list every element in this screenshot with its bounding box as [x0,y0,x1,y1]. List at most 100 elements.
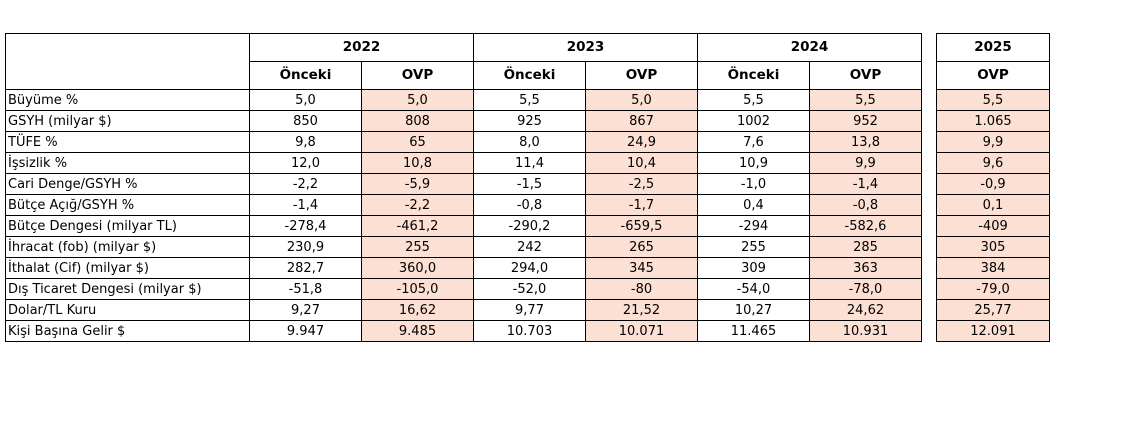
row-label: Dış Ticaret Dengesi (milyar $) [5,278,250,300]
onceki-value-cell: -290,2 [473,215,586,237]
table-row: 25,77 [936,299,1050,321]
row-label: İhracat (fob) (milyar $) [5,236,250,258]
onceki-value-cell: 242 [473,236,586,258]
ovp-value-cell-2025: 9,9 [936,131,1050,153]
table-row: 1.065 [936,110,1050,132]
onceki-value-cell: 11.465 [697,320,810,342]
onceki-value-cell: -54,0 [697,278,810,300]
row-label: Büyüme % [5,89,250,111]
onceki-value-cell: -294 [697,215,810,237]
ovp-value-cell: 9,9 [809,152,922,174]
onceki-value-cell: 10.703 [473,320,586,342]
ovp-value-cell: 16,62 [361,299,474,321]
ovp-value-cell: 10,4 [585,152,698,174]
onceki-value-cell: 309 [697,257,810,279]
sub-header-ovp: OVP [936,61,1050,90]
ovp-value-cell: 285 [809,236,922,258]
ovp-value-cell: 24,9 [585,131,698,153]
ovp-value-cell-2025: -79,0 [936,278,1050,300]
table-row: Kişi Başına Gelir $9.947 9.485 10.703 10.07… [5,320,922,342]
onceki-value-cell: 282,7 [249,257,362,279]
row-label: Dolar/TL Kuru [5,299,250,321]
ovp-value-cell: 5,5 [809,89,922,111]
row-label: Kişi Başına Gelir $ [5,320,250,342]
onceki-value-cell: 10,9 [697,152,810,174]
onceki-value-cell: 255 [697,236,810,258]
year-header-2023: 2023 [473,33,698,62]
ovp-value-cell: 255 [361,236,474,258]
table-row: Dış Ticaret Dengesi (milyar $) -51,8 -105,… [5,278,922,300]
onceki-value-cell: 850 [249,110,362,132]
ovp-value-cell: 5,0 [585,89,698,111]
table-row: İthalat (Cif) (milyar $) 282,7 360,0 294,0 3… [5,257,922,279]
onceki-value-cell: -52,0 [473,278,586,300]
onceki-value-cell: 1002 [697,110,810,132]
table-row: 384 [936,257,1050,279]
onceki-value-cell: -278,4 [249,215,362,237]
ovp-value-cell: 5,0 [361,89,474,111]
ovp-value-cell: -659,5 [585,215,698,237]
ovp-value-cell: 265 [585,236,698,258]
row-label: TÜFE % [5,131,250,153]
table-row: 9,9 [936,131,1050,153]
ovp-value-cell: -2,5 [585,173,698,195]
ovp-value-cell: 9.485 [361,320,474,342]
onceki-value-cell: -1,0 [697,173,810,195]
ovp-value-cell: 65 [361,131,474,153]
onceki-value-cell: 925 [473,110,586,132]
ovp-value-cell: 360,0 [361,257,474,279]
year-header-row: 2022 2023 2024 [5,33,922,90]
sub-header-onceki: Önceki [697,61,810,90]
corner-cell [5,33,250,90]
onceki-value-cell: 230,9 [249,236,362,258]
sub-header-onceki: Önceki [473,61,586,90]
onceki-value-cell: 5,5 [473,89,586,111]
year-header-2024: 2024 [697,33,922,62]
ovp-value-cell: 808 [361,110,474,132]
ovp-value-cell-2025: 0,1 [936,194,1050,216]
table-row: 9,6 [936,152,1050,174]
table-row: 5,5 [936,89,1050,111]
ovp-value-cell-2025: 305 [936,236,1050,258]
table-row: 12.091 [936,320,1050,342]
table-row: Bütçe Dengesi (milyar TL) -278,4 -461,2 -29… [5,215,922,237]
row-label: Bütçe Dengesi (milyar TL) [5,215,250,237]
ovp-value-cell: -461,2 [361,215,474,237]
ovp-value-cell-2025: -0,9 [936,173,1050,195]
table-row: İhracat (fob) (milyar $) 230,9 255 242 265 25… [5,236,922,258]
forecast-table: 2022 2023 2024 Önceki OVP Önceki OVP Önc… [5,33,922,342]
sub-header-onceki: Önceki [249,61,362,90]
onceki-value-cell: 7,6 [697,131,810,153]
ovp-value-cell: -1,4 [809,173,922,195]
onceki-value-cell: -51,8 [249,278,362,300]
row-label: İthalat (Cif) (milyar $) [5,257,250,279]
onceki-value-cell: 9,27 [249,299,362,321]
table-row: Bütçe Açığ/GSYH % -1,4 -2,2 -0,8 -1,7 0,4 -0,8 [5,194,922,216]
onceki-value-cell: 9,77 [473,299,586,321]
ovp-value-cell: 10,8 [361,152,474,174]
ovp-value-cell-2025: 9,6 [936,152,1050,174]
row-label: GSYH (milyar $) [5,110,250,132]
onceki-value-cell: -0,8 [473,194,586,216]
ovp-value-cell-2025: 384 [936,257,1050,279]
onceki-value-cell: 5,0 [249,89,362,111]
sub-header-ovp: OVP [585,61,698,90]
onceki-value-cell: 9,8 [249,131,362,153]
onceki-value-cell: -1,4 [249,194,362,216]
table-row: TÜFE % 9,8 65 8,0 24,9 7,6 13,8 [5,131,922,153]
table-row: 305 [936,236,1050,258]
table-row: Büyüme % 5,0 5,0 5,5 5,0 5,5 5,5 [5,89,922,111]
row-label: Cari Denge/GSYH % [5,173,250,195]
ovp-value-cell: 952 [809,110,922,132]
table-row: 0,1 [936,194,1050,216]
table-row: Dolar/TL Kuru 9,27 16,62 9,77 21,52 10,27 24,6… [5,299,922,321]
row-label: Bütçe Açığ/GSYH % [5,194,250,216]
ovp-value-cell-2025: -409 [936,215,1050,237]
ovp-value-cell: 363 [809,257,922,279]
table-row: İşsizlik % 12,0 10,8 11,4 10,4 10,9 9,9 [5,152,922,174]
onceki-value-cell: 0,4 [697,194,810,216]
sub-header-ovp: OVP [809,61,922,90]
ovp-value-cell: -5,9 [361,173,474,195]
year-header-2025: 2025 [936,33,1050,62]
ovp-value-cell: 21,52 [585,299,698,321]
